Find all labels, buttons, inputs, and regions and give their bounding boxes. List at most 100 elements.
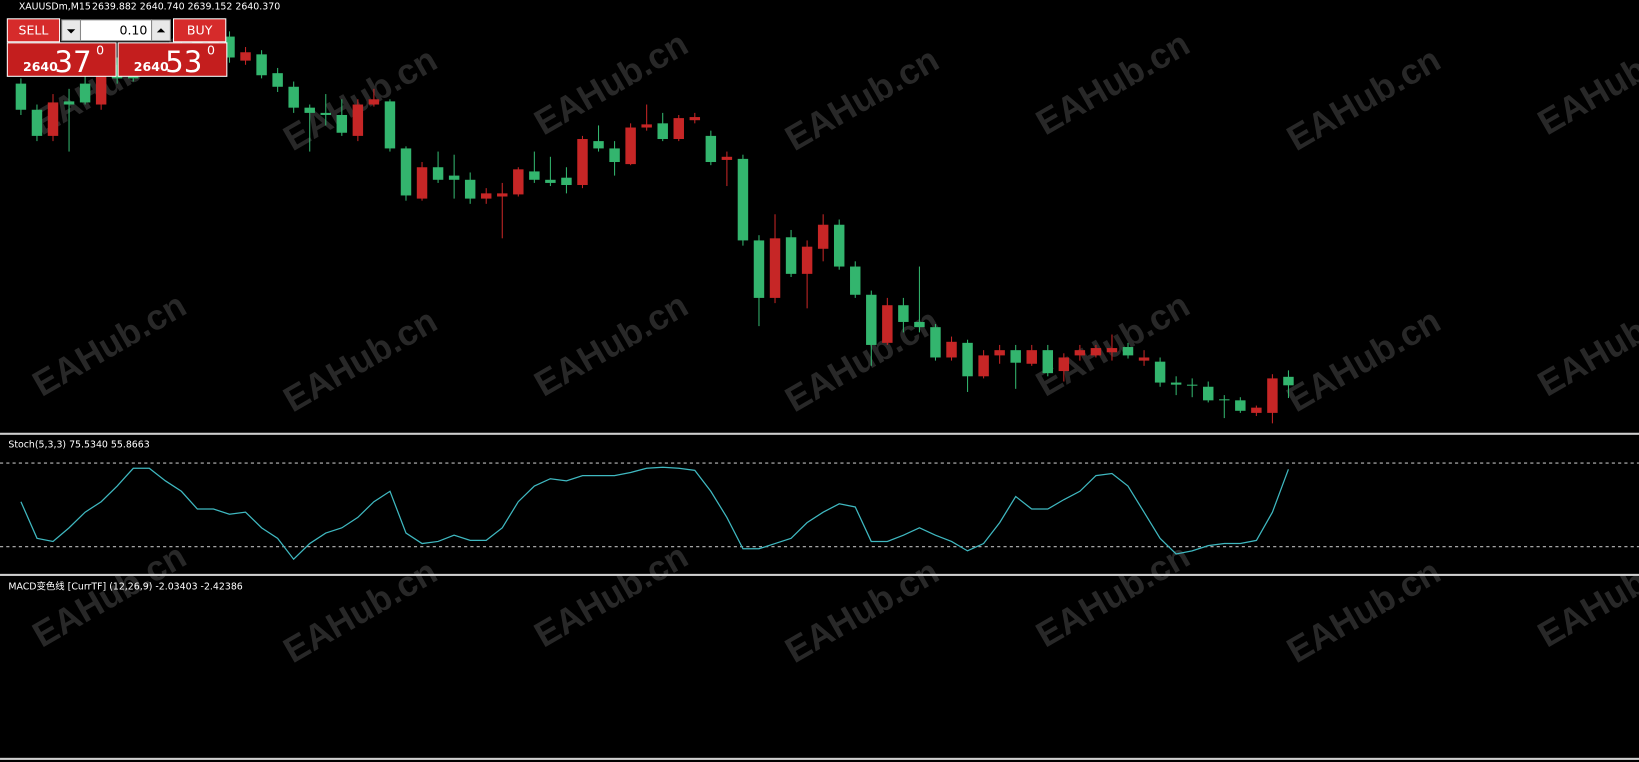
candle-body xyxy=(1074,350,1086,356)
candle-body xyxy=(850,266,861,295)
candle-body xyxy=(529,171,540,180)
trade-panel: SELL 0.10 BUY 2640 37 0 2640 53 0 xyxy=(6,18,228,79)
candle-body xyxy=(866,294,877,345)
candle-body xyxy=(432,167,444,180)
ask-box[interactable] xyxy=(117,42,228,77)
bid-frac: 0 xyxy=(96,42,104,57)
candle-body xyxy=(753,240,765,298)
candle-body xyxy=(320,112,331,115)
candle-body xyxy=(368,99,380,105)
candle-body xyxy=(785,237,797,274)
candle-body xyxy=(673,118,684,140)
candle-body xyxy=(930,327,941,358)
candle-body xyxy=(384,101,396,149)
candle-body xyxy=(1154,361,1166,383)
ask-big: 2640 xyxy=(134,59,169,74)
panel-separator xyxy=(0,573,1639,576)
candle-body xyxy=(593,141,604,149)
stoch-label: Stoch(5,3,3) 75.5340 55.8663 xyxy=(8,439,149,450)
candle-body xyxy=(545,179,556,183)
candle-body xyxy=(256,54,267,76)
candle-body xyxy=(1042,350,1054,374)
candle-body xyxy=(272,73,283,87)
stoch-line xyxy=(20,466,1289,561)
candle-body xyxy=(400,148,412,196)
candle-body xyxy=(63,101,75,105)
candle-body xyxy=(448,175,460,180)
candle-body xyxy=(464,179,476,199)
candle-body xyxy=(1235,400,1246,411)
candle-body xyxy=(705,135,717,163)
bid-box[interactable] xyxy=(6,42,117,77)
candle-body xyxy=(657,123,668,140)
candle-body xyxy=(978,355,989,377)
candle-body xyxy=(47,102,59,136)
stoch-panel xyxy=(0,462,1639,561)
candle-body xyxy=(304,107,315,113)
candle-body xyxy=(946,341,957,358)
candle-body xyxy=(336,114,348,133)
candle-body xyxy=(1170,382,1182,385)
arrow-icon xyxy=(156,28,166,33)
candle-body xyxy=(609,148,620,163)
buy-button[interactable] xyxy=(173,18,227,43)
candle-body xyxy=(1122,347,1134,356)
ohlc-text: 2639.882 2640.740 2639.152 2640.370 xyxy=(92,1,280,12)
candle-body xyxy=(224,36,235,58)
candle-body xyxy=(1219,399,1230,401)
candle-body xyxy=(1251,407,1262,413)
candle-body xyxy=(882,305,893,343)
macd-label: MACD变色线 [CurrTF] (12,26,9) -2.03403 -2.4… xyxy=(8,581,242,593)
ask-pips: 53 xyxy=(165,45,202,79)
candle-body xyxy=(721,156,733,160)
candle-body xyxy=(1283,376,1294,386)
panel-separator xyxy=(0,432,1639,435)
candle-body xyxy=(577,139,588,186)
candle-body xyxy=(513,169,524,195)
candle-body xyxy=(1186,384,1198,386)
candle-body xyxy=(352,104,364,136)
candle-body xyxy=(561,177,572,186)
candle-body xyxy=(962,342,973,377)
candle-body xyxy=(1267,378,1278,413)
candle-body xyxy=(1010,350,1021,363)
candle-body xyxy=(497,193,508,197)
candle-body xyxy=(1026,350,1037,364)
candle-body xyxy=(833,224,845,267)
bid-pips: 37 xyxy=(54,45,91,79)
symbol-title: XAUUSDm,M15 xyxy=(19,1,91,12)
candle-body xyxy=(641,124,652,128)
candle-body xyxy=(1058,357,1070,372)
candle-body xyxy=(898,305,909,322)
candle-body xyxy=(79,83,91,103)
price-panel xyxy=(15,31,1294,424)
candle-body xyxy=(1138,357,1150,361)
sell-button[interactable] xyxy=(6,18,61,43)
bid-big: 2640 xyxy=(23,59,58,74)
ask-frac: 0 xyxy=(207,42,215,57)
candle-body xyxy=(15,83,27,110)
arrow-icon xyxy=(66,29,76,34)
buy-label: BUY xyxy=(187,22,213,37)
candle-body xyxy=(994,350,1005,356)
candle-body xyxy=(689,117,701,121)
candle-body xyxy=(1203,386,1214,401)
candle-body xyxy=(95,73,107,105)
candle-body xyxy=(1106,348,1118,353)
sell-label: SELL xyxy=(19,22,49,37)
candle-body xyxy=(240,52,251,61)
candle-body xyxy=(111,64,123,79)
candle-body xyxy=(769,238,781,298)
panel-separator xyxy=(0,757,1639,760)
candle-body xyxy=(480,193,492,199)
candle-body xyxy=(288,86,299,108)
candle-body xyxy=(737,158,749,241)
candle-body xyxy=(1090,348,1102,356)
candle-body xyxy=(625,127,636,165)
lot-value: 0.10 xyxy=(119,22,147,37)
candle-body xyxy=(817,224,829,249)
candle-body xyxy=(914,321,925,328)
